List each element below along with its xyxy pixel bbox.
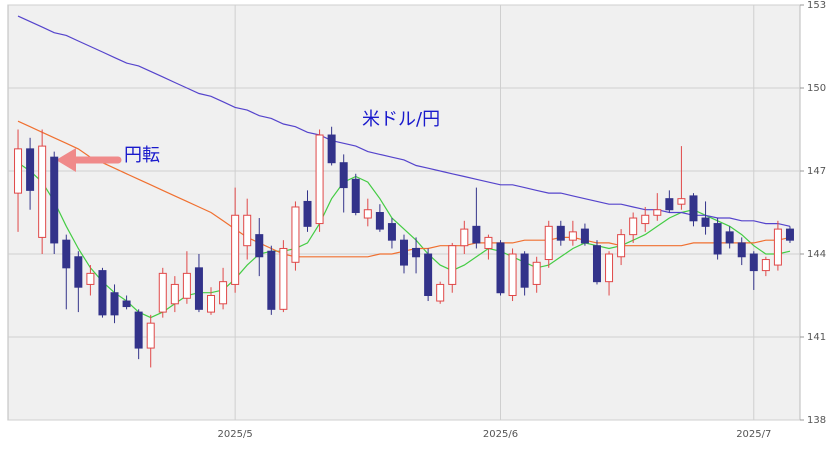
candle-body	[267, 250, 276, 310]
annotation: 米ドル/円	[362, 109, 440, 130]
candle-body	[496, 242, 505, 294]
candle-body	[158, 272, 167, 313]
y-tick-label: 153	[807, 0, 826, 11]
candle-body	[424, 253, 433, 296]
candle-body	[98, 270, 107, 316]
candle-body	[484, 236, 493, 249]
candle-body	[339, 162, 348, 189]
candle-body	[713, 223, 722, 255]
candle-body	[544, 225, 553, 261]
candle-body	[400, 239, 408, 266]
candle-body	[219, 281, 228, 305]
candle-body	[303, 200, 312, 227]
candle-body	[86, 272, 95, 285]
candle-body	[375, 212, 384, 230]
candle-body	[532, 261, 541, 285]
candle-body	[508, 253, 517, 296]
candle-body	[134, 311, 143, 349]
candle-body	[14, 148, 23, 194]
moving-average-line	[17, 162, 791, 319]
candle-body	[194, 267, 203, 310]
candle-body	[243, 214, 252, 247]
candle-body	[520, 253, 529, 288]
candle-body	[785, 228, 794, 241]
candle-body	[617, 234, 626, 258]
candle-body	[315, 134, 324, 225]
candle-body	[146, 322, 155, 349]
candle-body	[74, 256, 83, 288]
candle-body	[255, 234, 264, 258]
candle-body	[327, 134, 336, 164]
candle-body	[592, 245, 601, 283]
candle-body	[387, 223, 396, 241]
candle-body	[279, 247, 288, 310]
candle-body	[472, 225, 481, 244]
x-tick-label: 2025/7	[736, 429, 771, 440]
x-tick-label: 2025/5	[218, 429, 253, 440]
candle-body	[568, 231, 577, 241]
candle-body	[665, 198, 674, 211]
candle-body	[460, 228, 469, 247]
candle-body	[207, 295, 216, 313]
candle-body	[38, 145, 47, 238]
moving-average-line	[17, 15, 791, 227]
y-tick-label: 147	[807, 166, 826, 177]
y-tick-label: 144	[807, 249, 826, 260]
candle-body	[761, 259, 770, 272]
y-tick-label: 138	[807, 415, 826, 426]
candle-body	[773, 228, 782, 266]
arrow-head	[56, 148, 76, 172]
candle-body	[689, 195, 698, 222]
x-tick-label: 2025/6	[483, 429, 518, 440]
candle-body	[26, 148, 35, 191]
candle-body	[110, 292, 119, 316]
candle-body	[725, 231, 734, 244]
annotation: 円転	[124, 145, 160, 166]
candle-body	[737, 242, 746, 258]
candle-body	[629, 217, 638, 236]
candle-body	[580, 228, 589, 244]
candle-body	[436, 283, 445, 302]
y-tick-label: 141	[807, 332, 826, 343]
y-tick-label: 150	[807, 83, 826, 94]
candle-body	[50, 156, 59, 244]
candle-body	[231, 214, 240, 285]
candle-body	[62, 239, 71, 269]
candle-body	[170, 283, 179, 305]
candle-body	[749, 253, 758, 272]
candle-body	[412, 247, 421, 258]
candle-body	[701, 217, 710, 227]
candle-body	[653, 209, 662, 216]
candle-body	[363, 209, 372, 219]
candle-body	[448, 245, 457, 285]
candle-body	[605, 253, 614, 283]
candle-body	[641, 214, 650, 225]
candle-body	[351, 178, 360, 214]
candle-body	[291, 206, 300, 263]
candle-body	[677, 198, 686, 205]
candle-body	[122, 300, 131, 308]
candle-body	[556, 225, 565, 241]
candle-body	[182, 272, 191, 299]
